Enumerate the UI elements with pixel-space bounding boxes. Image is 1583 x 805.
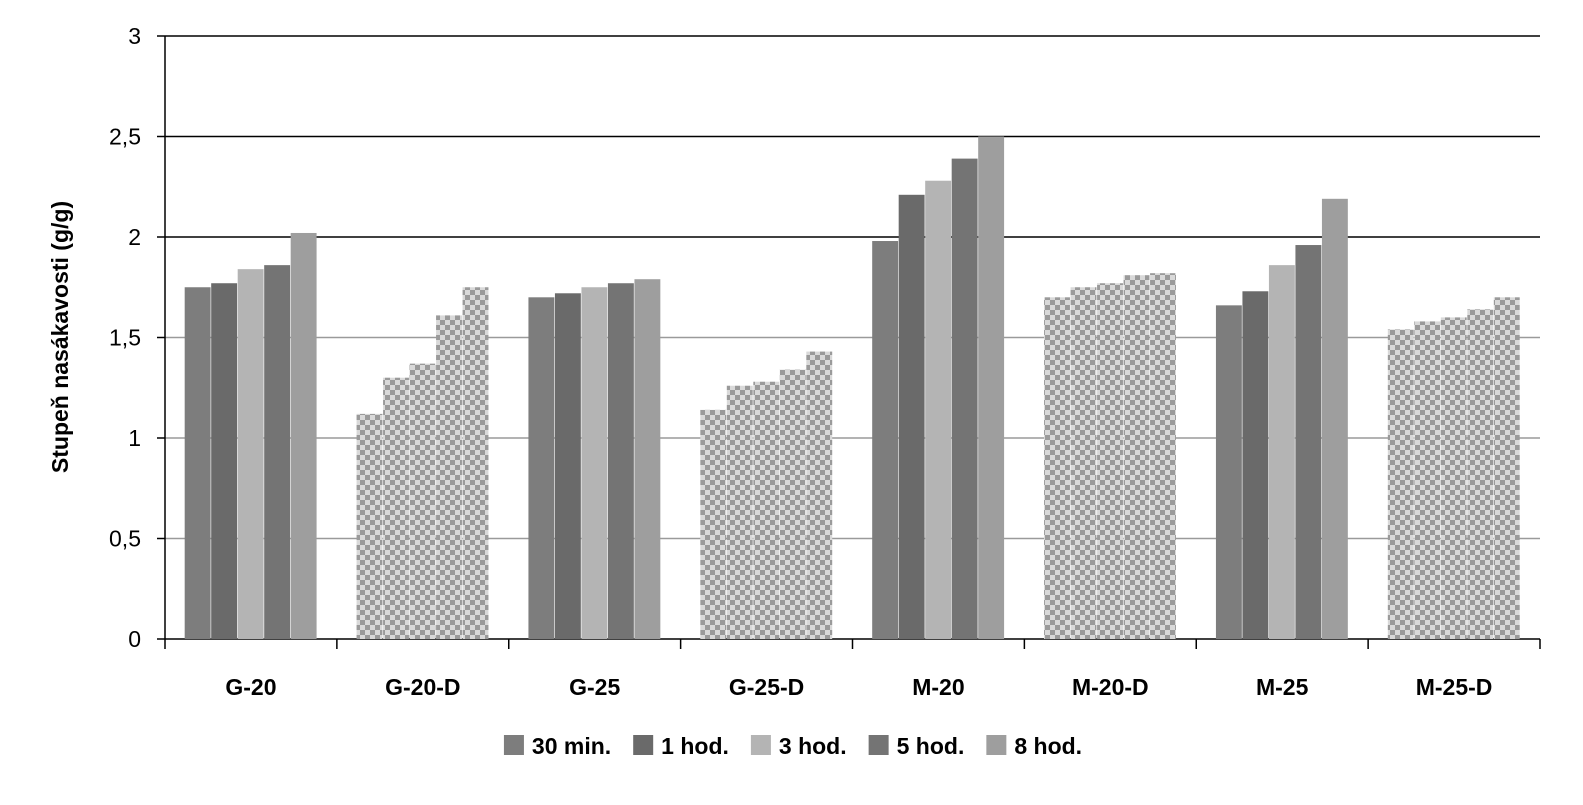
- legend-label: 5 hod.: [897, 733, 965, 759]
- bar-G-25-30 min.: [528, 297, 555, 639]
- bar-M-20-1 hod.: [898, 194, 925, 640]
- bar-G-20-8 hod.: [290, 232, 317, 640]
- bar-M-20-D-5 hod.: [1123, 275, 1150, 639]
- bar-M-20-3 hod.: [925, 180, 952, 639]
- legend-swatch: [633, 735, 654, 755]
- bar-G-25-D-1 hod.: [726, 385, 753, 639]
- y-tick-label: 0,5: [109, 526, 141, 552]
- bar-G-25-8 hod.: [634, 279, 661, 639]
- bar-G-20-1 hod.: [211, 283, 238, 639]
- y-tick-label: 0: [128, 626, 141, 652]
- legend-swatch: [503, 735, 524, 755]
- bar-G-20-D-30 min.: [356, 413, 383, 639]
- bar-G-25-D-30 min.: [700, 409, 727, 639]
- x-tick-label: G-25: [569, 674, 620, 700]
- bar-M-20-D-3 hod.: [1097, 283, 1123, 639]
- bar-G-20-5 hod.: [264, 265, 291, 639]
- bar-M-20-30 min.: [872, 241, 899, 639]
- bar-G-25-1 hod.: [554, 293, 581, 639]
- x-tick-label: G-20: [225, 674, 276, 700]
- legend-label: 1 hod.: [661, 733, 729, 759]
- bar-G-25-3 hod.: [581, 287, 608, 639]
- bar-G-25-D-5 hod.: [779, 369, 806, 639]
- bar-M-20-D-30 min.: [1044, 297, 1070, 639]
- bar-M-25-D-1 hod.: [1414, 321, 1441, 639]
- x-tick-label: M-25-D: [1416, 674, 1493, 700]
- bar-G-25-5 hod.: [607, 283, 634, 639]
- bar-M-20-8 hod.: [978, 136, 1005, 639]
- bar-M-25-D-30 min.: [1387, 329, 1414, 639]
- legend-swatch: [750, 735, 771, 755]
- legend: 30 min. 1 hod. 3 hod. 5 hod. 8 hod.: [503, 733, 1082, 759]
- y-axis-title: Stupeň nasákavosti (g/g): [47, 201, 73, 473]
- bar-M-20-5 hod.: [951, 158, 978, 640]
- bar-M-25-5 hod.: [1295, 245, 1322, 640]
- y-tick-label: 3: [128, 23, 141, 49]
- legend-label: 3 hod.: [779, 733, 847, 759]
- bar-M-25-D-5 hod.: [1467, 309, 1494, 639]
- bar-M-25-3 hod.: [1268, 265, 1295, 639]
- legend-swatch: [986, 735, 1007, 755]
- legend-swatch: [868, 735, 889, 755]
- x-tick-label: G-25-D: [729, 674, 804, 700]
- bar-G-20-D-3 hod.: [409, 363, 436, 639]
- bar-G-20-30 min.: [184, 287, 211, 639]
- bar-G-20-D-8 hod.: [462, 287, 489, 639]
- bar-G-25-D-3 hod.: [753, 381, 780, 639]
- x-tick-label: G-20-D: [385, 674, 460, 700]
- y-tick-label: 1,5: [109, 325, 141, 351]
- y-tick-label: 1: [128, 425, 141, 451]
- bars: [184, 136, 1520, 640]
- bar-M-25-D-8 hod.: [1493, 297, 1520, 639]
- bar-M-25-1 hod.: [1242, 291, 1269, 639]
- bar-G-20-D-1 hod.: [383, 377, 409, 639]
- labels: 0 0,5 1 1,5 2 2,5 3 G-20 G-20-D G-25 G-25-D M-20 M-2…: [109, 23, 1492, 700]
- bar-M-25-8 hod.: [1321, 198, 1348, 639]
- bar-G-25-D-8 hod.: [806, 351, 833, 639]
- legend-label: 30 min.: [532, 733, 611, 759]
- bar-G-20-D-5 hod.: [436, 315, 462, 639]
- bar-G-20-3 hod.: [237, 269, 264, 639]
- bar-M-20-D-1 hod.: [1070, 287, 1097, 639]
- x-tick-label: M-25: [1256, 674, 1309, 700]
- bar-M-20-D-8 hod.: [1150, 273, 1176, 639]
- legend-label: 8 hod.: [1014, 733, 1082, 759]
- x-tick-label: M-20: [912, 674, 964, 700]
- bar-M-25-D-3 hod.: [1440, 317, 1467, 639]
- x-tick-label: M-20-D: [1072, 674, 1149, 700]
- y-tick-label: 2,5: [109, 124, 141, 150]
- y-tick-label: 2: [128, 224, 141, 250]
- bar-M-25-30 min.: [1215, 305, 1242, 639]
